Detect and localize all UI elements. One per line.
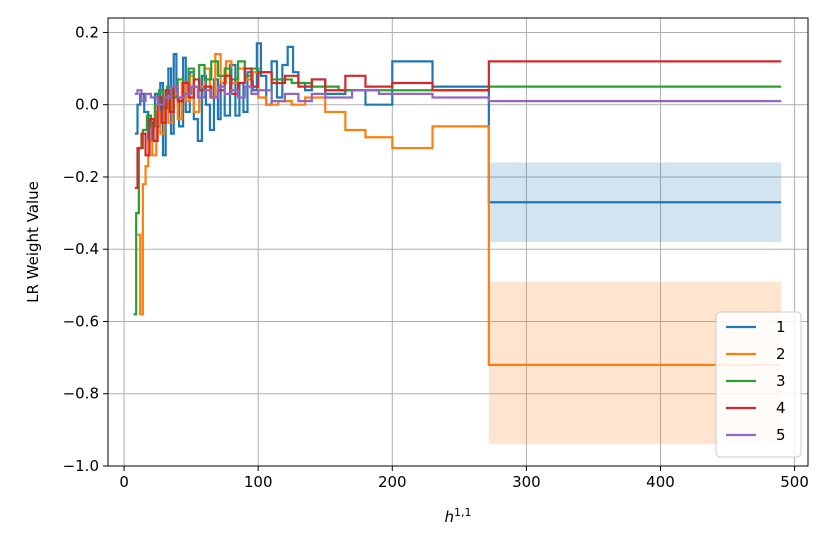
x-tick-label: 0 [119, 473, 129, 491]
y-tick-label: 0.2 [75, 23, 99, 41]
x-tick-label: 400 [646, 473, 675, 491]
x-axis-label-superscript: 1,1 [454, 506, 472, 519]
y-tick-label: −0.2 [63, 168, 99, 186]
y-tick-label: −1.0 [63, 457, 99, 475]
legend-label: 1 [776, 318, 786, 336]
legend-label: 2 [776, 345, 786, 363]
y-tick-label: 0.0 [75, 96, 99, 114]
x-tick-label: 300 [512, 473, 541, 491]
y-tick-label: −0.6 [63, 312, 99, 330]
series-3-line [133, 60, 782, 316]
x-tick-label: 200 [378, 473, 407, 491]
legend: 1 2 3 4 5 [715, 311, 802, 458]
y-axis-label: LR Weight Value [24, 181, 42, 303]
x-tick-label: 500 [780, 473, 809, 491]
legend-box [715, 311, 802, 458]
x-axis-label: h1,1 [444, 506, 471, 527]
y-tick-label: −0.8 [63, 385, 99, 403]
series-lines [133, 42, 782, 366]
series-5-line [134, 85, 782, 106]
x-tick-label: 100 [244, 473, 273, 491]
legend-label: 5 [776, 426, 786, 444]
plot-frame [107, 17, 809, 467]
legend-label: 3 [776, 372, 786, 390]
x-axis-label-base: h [444, 508, 454, 526]
y-tick-label: −0.4 [63, 240, 99, 258]
axis-ticks: 0 100 200 300 400 500 0.2 0.0 −0.2 −0.4 −0.6 −0.8 −1… [63, 23, 809, 491]
legend-label: 4 [776, 399, 786, 417]
